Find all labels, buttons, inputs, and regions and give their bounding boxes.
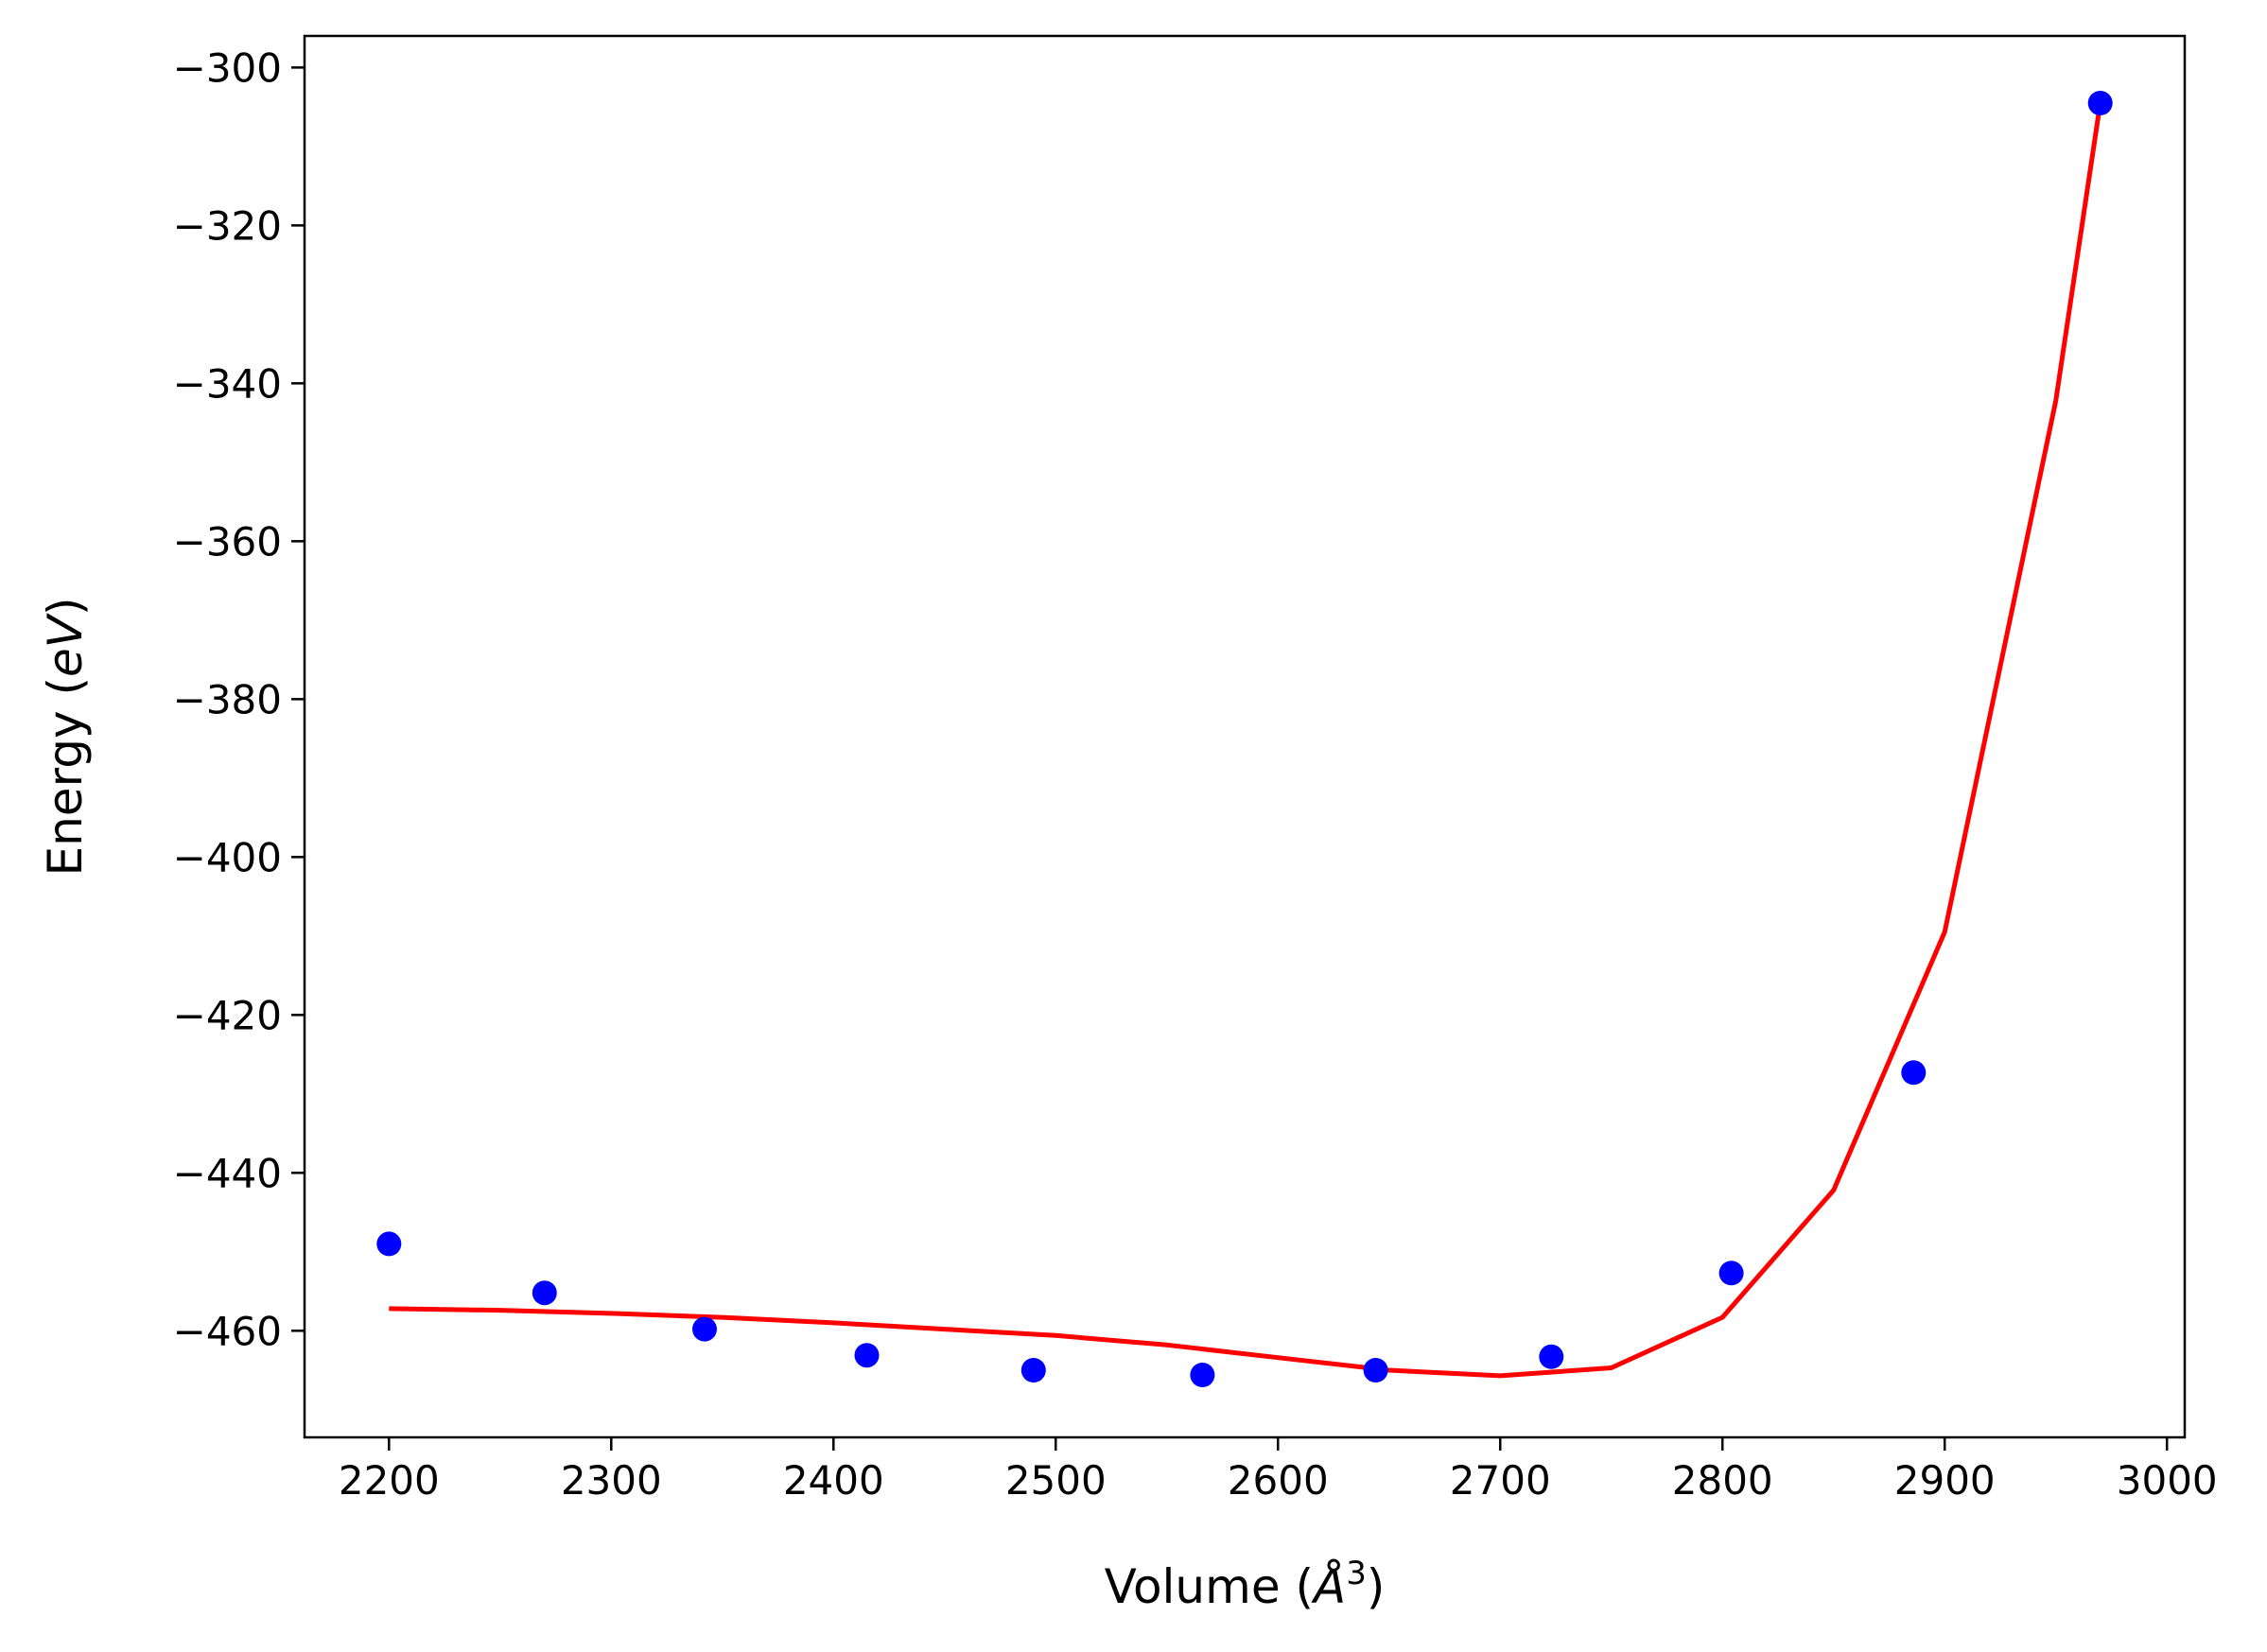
y-axis-ticks: −300 −320 −340 −360 −380 −400 −420 −440 −460 <box>173 44 305 1354</box>
y-tick-label: −460 <box>173 1308 282 1354</box>
y-axis-label: Energy (eV) <box>38 598 93 877</box>
x-axis-label: Volume (Å3) <box>1105 1555 1386 1614</box>
x-tick-label: 2700 <box>1450 1457 1551 1504</box>
data-point <box>2087 91 2113 115</box>
y-tick-label: −420 <box>173 992 282 1038</box>
y-tick-label: −360 <box>173 518 282 565</box>
x-tick-label: 3000 <box>2117 1457 2218 1504</box>
y-tick-label: −380 <box>173 676 282 722</box>
data-point <box>532 1280 557 1306</box>
y-tick-label: −340 <box>173 360 282 407</box>
data-point <box>376 1231 402 1257</box>
data-point <box>1363 1358 1388 1382</box>
y-tick-label: −440 <box>173 1150 282 1196</box>
data-point <box>1718 1261 1744 1286</box>
fit-curve-layer <box>389 102 2103 1379</box>
x-axis-ticks: 2200 2300 2400 2500 2600 2700 2800 2900 3000 <box>339 1437 2218 1504</box>
data-point <box>1020 1358 1046 1382</box>
x-tick-label: 2500 <box>1005 1457 1107 1504</box>
y-tick-label: −400 <box>173 834 282 880</box>
fit-curve <box>389 102 2103 1379</box>
x-tick-label: 2200 <box>339 1457 440 1504</box>
x-tick-label: 2400 <box>783 1457 884 1504</box>
x-axis-label-close: ) <box>1367 1559 1386 1614</box>
y-tick-label: −300 <box>173 44 282 91</box>
data-point <box>854 1343 880 1368</box>
y-tick-label: −320 <box>173 202 282 249</box>
x-axis-label-exponent: 3 <box>1346 1555 1367 1592</box>
x-tick-label: 2600 <box>1228 1457 1329 1504</box>
y-axis-label-text: Energy ( <box>38 677 93 876</box>
plot-frame <box>303 34 2187 1439</box>
data-point <box>1190 1363 1215 1387</box>
y-axis-label-close: ) <box>38 598 93 617</box>
x-tick-label: 2300 <box>561 1457 662 1504</box>
data-points-layer <box>376 91 2113 1387</box>
data-point <box>1539 1344 1564 1369</box>
x-tick-label: 2800 <box>1672 1457 1773 1504</box>
y-axis-label-unit: eV <box>38 612 93 677</box>
x-axis-label-text: Volume ( <box>1105 1559 1314 1614</box>
data-point <box>692 1316 717 1342</box>
x-axis-label-unit: Å <box>1311 1559 1346 1614</box>
x-tick-label: 2900 <box>1894 1457 1996 1504</box>
data-point <box>1901 1060 1927 1086</box>
